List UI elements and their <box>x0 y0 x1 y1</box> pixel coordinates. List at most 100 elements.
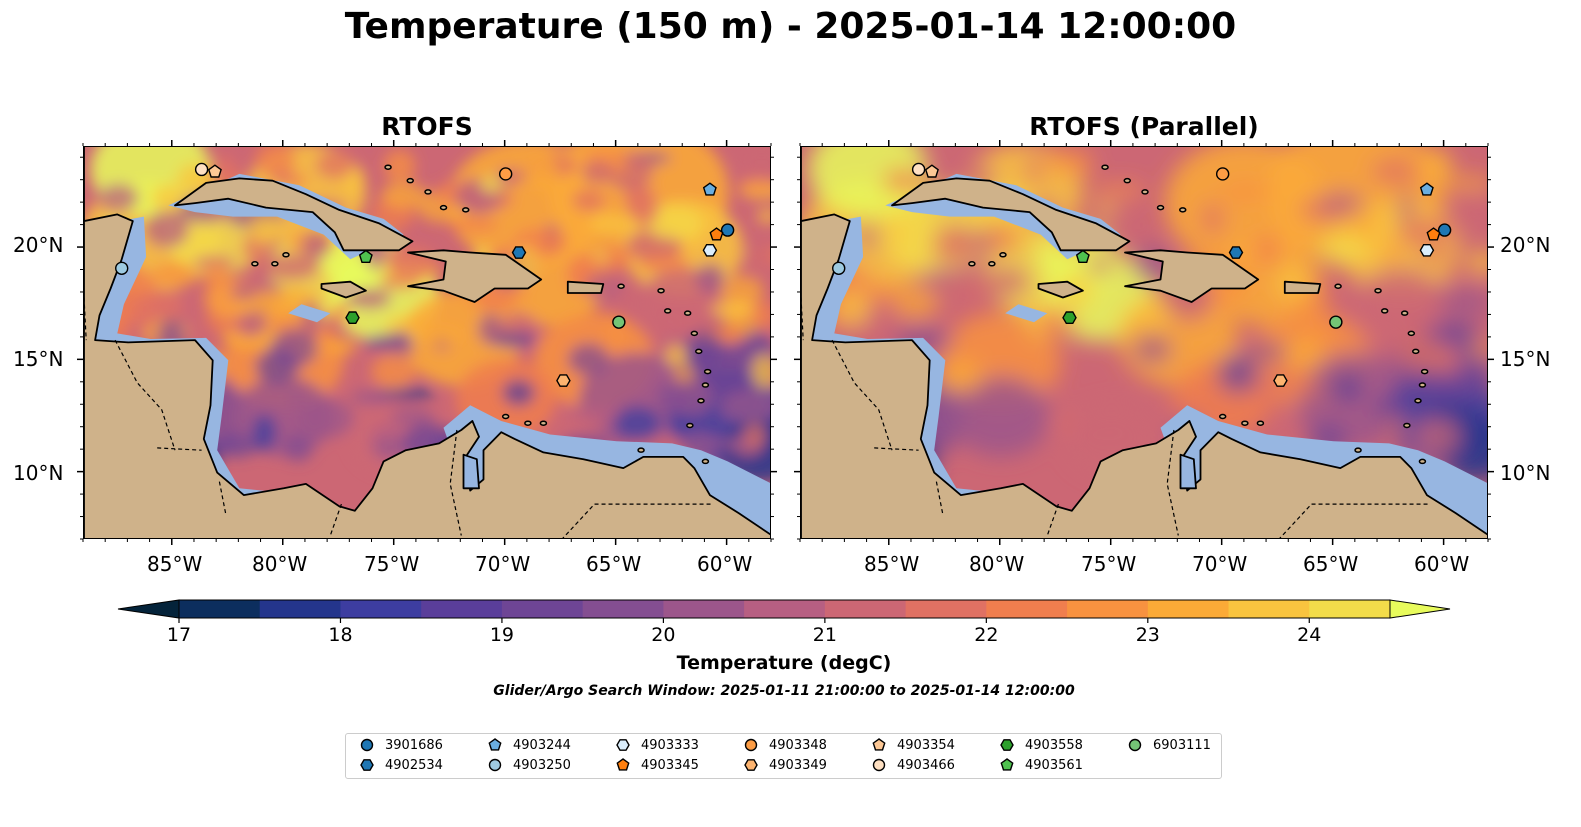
small-island <box>690 330 699 337</box>
legend-item: 4903348 <box>743 737 827 753</box>
colorbar-extend-min <box>117 599 180 619</box>
colorbar-segment <box>824 600 907 618</box>
legend-marker-hexagon-icon <box>360 759 374 771</box>
legend-marker-icon <box>744 759 758 771</box>
float-marker-4903466 <box>911 162 926 177</box>
country-border <box>157 447 202 451</box>
x-tick-label: 80°W <box>252 552 308 576</box>
float-marker-4903348 <box>1215 167 1230 181</box>
colorbar-tick-label: 18 <box>328 624 352 646</box>
country-border <box>935 481 944 516</box>
x-tick-label: 60°W <box>1414 552 1470 576</box>
colorbar-outline <box>178 599 1391 619</box>
colorbar-segment <box>501 600 584 618</box>
small-island <box>637 447 645 453</box>
y-tick-label: 10°N <box>1500 461 1551 485</box>
shelf-water <box>1005 304 1048 323</box>
legend-label: 4902534 <box>385 757 443 773</box>
x-tick-label: 70°W <box>475 552 531 576</box>
island <box>566 280 605 294</box>
legend-label: 4903345 <box>641 757 699 773</box>
legend-item: 4903349 <box>743 757 827 773</box>
legend-marker-hexagon-icon <box>744 759 758 771</box>
y-tick-label: 10°N <box>13 461 64 485</box>
legend-marker-hexagon-icon <box>1000 739 1014 751</box>
float-marker-4903349 <box>1273 374 1288 387</box>
legend-marker-hexagon-icon <box>616 739 630 751</box>
x-tick-label: 60°W <box>697 552 753 576</box>
legend-marker-icon <box>488 758 502 772</box>
x-tick-label: 65°W <box>586 552 642 576</box>
small-island <box>251 261 259 267</box>
island <box>1283 280 1322 294</box>
legend-item: 4903244 <box>487 737 571 753</box>
small-island <box>1407 330 1416 337</box>
country-border <box>562 503 713 538</box>
colorbar-segment <box>986 600 1068 618</box>
legend-marker-pentagon-icon <box>872 738 886 751</box>
float-marker-3901686 <box>720 223 735 237</box>
legend-marker-circle-icon <box>744 738 758 752</box>
colorbar-segment <box>744 600 826 618</box>
small-island <box>461 207 470 213</box>
float-marker-3901686 <box>1437 223 1452 237</box>
mainland <box>801 147 1487 538</box>
small-island <box>1380 308 1389 314</box>
y-tick-label: 20°N <box>13 233 64 257</box>
search-window-caption: Glider/Argo Search Window: 2025-01-11 21… <box>493 683 1075 699</box>
small-island <box>1256 420 1265 426</box>
y-tick-label: 15°N <box>1500 347 1551 371</box>
legend-label: 3901686 <box>385 737 443 753</box>
colorbar-tick-label: 24 <box>1297 624 1321 646</box>
colorbar-segment <box>179 600 261 618</box>
float-marker-4903244 <box>1419 182 1434 196</box>
legend-marker-pentagon-icon <box>616 758 630 771</box>
small-island <box>384 164 392 170</box>
small-island <box>999 252 1007 258</box>
colorbar-tick-label: 20 <box>651 624 675 646</box>
lake <box>462 453 480 490</box>
small-island <box>1414 398 1422 404</box>
small-island <box>968 261 976 267</box>
country-border <box>874 447 919 451</box>
legend-marker-icon <box>488 738 502 751</box>
float-marker-4903250 <box>832 261 846 275</box>
small-island <box>271 261 279 267</box>
y-tick-label: 15°N <box>13 347 64 371</box>
colorbar-segment <box>340 600 422 618</box>
colorbar: 17 18 19 20 21 22 23 24 <box>117 599 1451 646</box>
map-canvas-rtofs-parallel <box>801 147 1487 538</box>
legend-item: 4903466 <box>871 757 955 773</box>
legend-marker-pentagon-icon <box>488 738 502 751</box>
colorbar-segment <box>1228 600 1310 618</box>
small-island <box>1334 283 1342 289</box>
legend-label: 4903244 <box>513 737 571 753</box>
legend-item: 3901686 <box>359 737 443 753</box>
colorbar-tick-label: 19 <box>490 624 514 646</box>
legend-item: 4903561 <box>999 757 1083 773</box>
legend-marker-icon <box>872 758 886 772</box>
legend-marker-icon <box>616 739 630 751</box>
small-island <box>1241 420 1249 426</box>
colorbar-segment <box>1309 600 1391 618</box>
colorbar-tick-label: 21 <box>813 624 837 646</box>
country-border <box>114 339 176 451</box>
colorbar-tick-label: 17 <box>167 624 191 646</box>
small-island <box>424 189 432 195</box>
legend-item: 4903250 <box>487 757 571 773</box>
map-canvas-rtofs <box>84 147 770 538</box>
country-border <box>218 481 227 516</box>
small-island <box>1141 189 1149 195</box>
figure-title: Temperature (150 m) - 2025-01-14 12:00:0… <box>344 6 1237 47</box>
small-island <box>703 368 712 375</box>
small-island <box>663 308 672 314</box>
island <box>891 177 1131 252</box>
small-island <box>683 310 692 316</box>
island <box>407 249 543 303</box>
float-marker-4903349 <box>556 374 571 387</box>
small-island <box>406 177 414 184</box>
colorbar-segment <box>582 600 664 618</box>
float-marker-4903354 <box>207 164 222 178</box>
small-island <box>617 283 625 289</box>
legend-label: 4903250 <box>513 757 571 773</box>
